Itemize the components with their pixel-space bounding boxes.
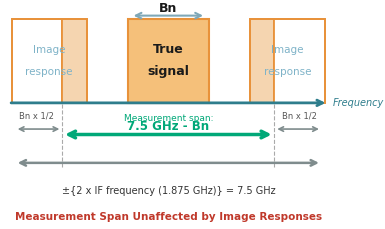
- Text: Image: Image: [33, 45, 65, 55]
- Text: Frequency: Frequency: [333, 98, 385, 108]
- Bar: [12, 19, 62, 103]
- Text: Image: Image: [271, 45, 304, 55]
- Bar: [127, 19, 209, 103]
- Bar: [12, 19, 87, 103]
- Bar: [250, 19, 325, 103]
- Text: response: response: [264, 67, 311, 77]
- Bar: [62, 19, 87, 103]
- Text: Bn x 1/2: Bn x 1/2: [20, 111, 54, 120]
- Text: 7.5 GHz - Bn: 7.5 GHz - Bn: [127, 120, 209, 134]
- Text: response: response: [25, 67, 73, 77]
- Text: Bn: Bn: [159, 2, 177, 14]
- Text: Bn x 1/2: Bn x 1/2: [282, 111, 317, 120]
- Text: ±{2 x IF frequency (1.875 GHz)} = 7.5 GHz: ±{2 x IF frequency (1.875 GHz)} = 7.5 GH…: [62, 186, 275, 196]
- Text: signal: signal: [147, 65, 189, 78]
- Bar: [275, 19, 325, 103]
- Text: True: True: [153, 44, 184, 57]
- Text: Measurement span:: Measurement span:: [124, 114, 213, 123]
- Text: Measurement Span Unaffected by Image Responses: Measurement Span Unaffected by Image Res…: [15, 213, 322, 222]
- Bar: [250, 19, 275, 103]
